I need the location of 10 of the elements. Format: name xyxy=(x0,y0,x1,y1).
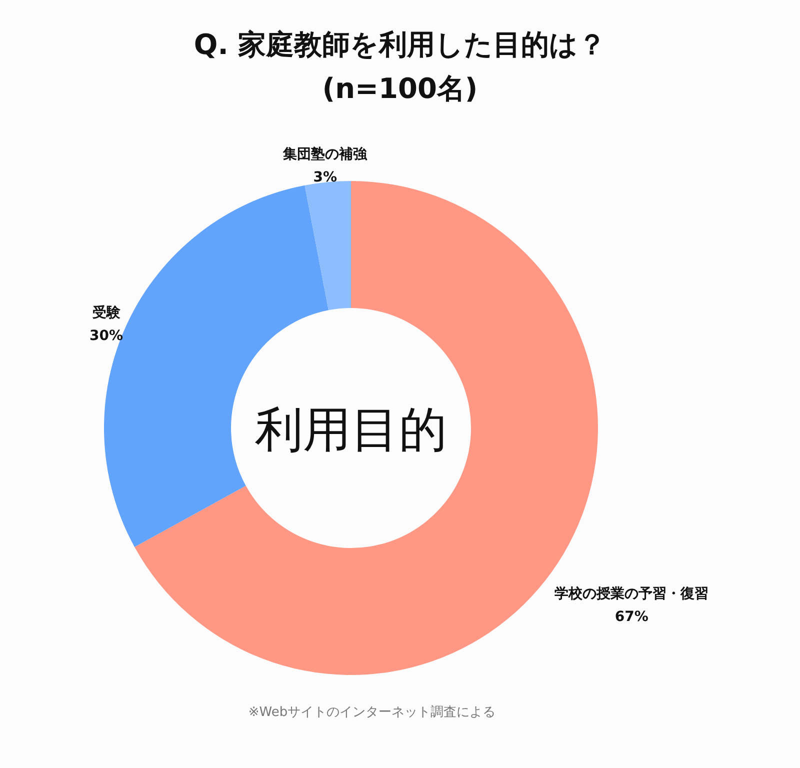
donut-slice xyxy=(304,181,351,310)
data-label: 67% xyxy=(614,608,648,625)
data-label: 3% xyxy=(313,169,338,186)
slice-label: 集団塾の補強 xyxy=(282,145,368,162)
text: 利用目的 xyxy=(255,402,447,458)
text: ※Webサイトのインターネット調査による xyxy=(248,705,496,720)
slice-label: 学校の授業の予習・復習 xyxy=(554,586,709,602)
data-label: 30% xyxy=(90,328,124,344)
chart-title: Q. 家庭教師を利用した目的は？ (n=100名) xyxy=(194,28,606,105)
slice-label: 受験 xyxy=(91,304,122,321)
